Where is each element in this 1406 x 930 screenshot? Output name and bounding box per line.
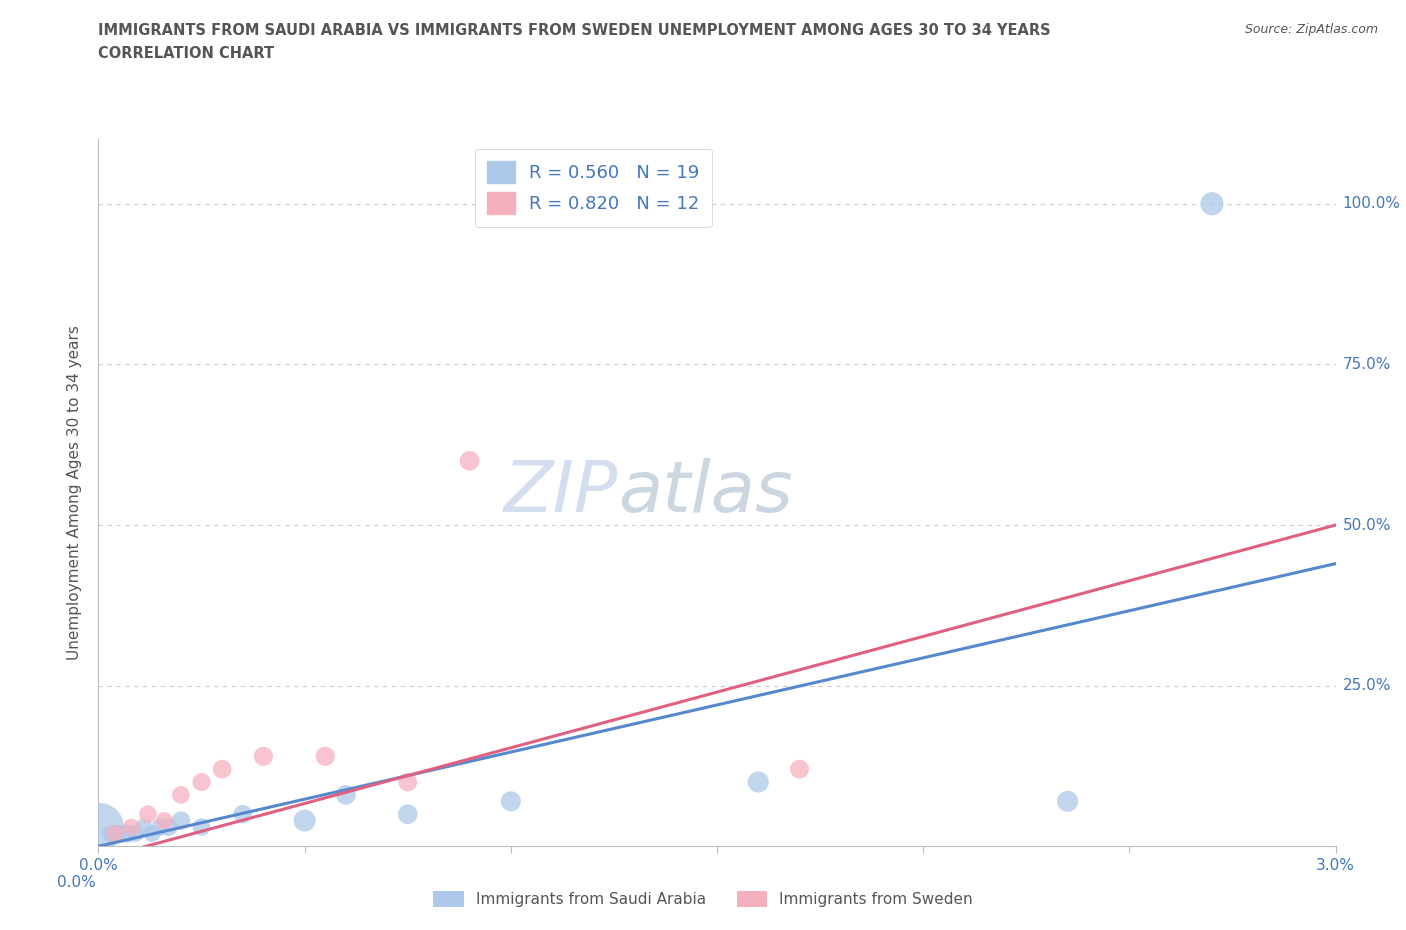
Point (108, 826, 131, 841)
Point (170, 813, 193, 828)
Point (124, 826, 146, 841)
Text: CORRELATION CHART: CORRELATION CHART (98, 46, 274, 61)
Text: 25.0%: 25.0% (1343, 678, 1391, 693)
Point (314, 749, 336, 764)
Point (141, 826, 163, 841)
Point (747, 775, 769, 790)
Point (157, 819, 180, 834)
Point (335, 788, 357, 803)
Point (120, 819, 142, 834)
Point (190, 819, 212, 834)
Point (458, 453, 481, 468)
Text: IMMIGRANTS FROM SAUDI ARABIA VS IMMIGRANTS FROM SWEDEN UNEMPLOYMENT AMONG AGES 3: IMMIGRANTS FROM SAUDI ARABIA VS IMMIGRAN… (98, 23, 1052, 38)
Point (190, 775, 212, 790)
Point (100, 826, 122, 841)
Point (153, 813, 176, 828)
Point (170, 788, 193, 803)
Text: atlas: atlas (619, 458, 793, 527)
Point (789, 762, 811, 777)
Text: 75.0%: 75.0% (1343, 357, 1391, 372)
Legend: R = 0.560   N = 19, R = 0.820   N = 12: R = 0.560 N = 19, R = 0.820 N = 12 (475, 149, 711, 227)
Legend: Immigrants from Saudi Arabia, Immigrants from Sweden: Immigrants from Saudi Arabia, Immigrants… (427, 884, 979, 913)
Text: 50.0%: 50.0% (1343, 517, 1391, 533)
Text: 0.0%: 0.0% (58, 874, 96, 890)
Point (294, 813, 316, 828)
Point (149, 819, 172, 834)
Y-axis label: Unemployment Among Ages 30 to 34 years: Unemployment Among Ages 30 to 34 years (67, 326, 83, 660)
Point (104, 826, 127, 841)
Point (252, 749, 274, 764)
Point (211, 762, 233, 777)
Point (232, 806, 254, 821)
Point (117, 826, 139, 841)
Point (396, 806, 419, 821)
Point (136, 806, 159, 821)
Text: 100.0%: 100.0% (1343, 196, 1400, 211)
Point (89, 819, 111, 834)
Point (132, 819, 155, 834)
Point (396, 775, 419, 790)
Point (1056, 794, 1078, 809)
Text: Source: ZipAtlas.com: Source: ZipAtlas.com (1244, 23, 1378, 36)
Text: ZIP: ZIP (503, 458, 619, 527)
Point (499, 794, 522, 809)
Point (1201, 196, 1223, 211)
